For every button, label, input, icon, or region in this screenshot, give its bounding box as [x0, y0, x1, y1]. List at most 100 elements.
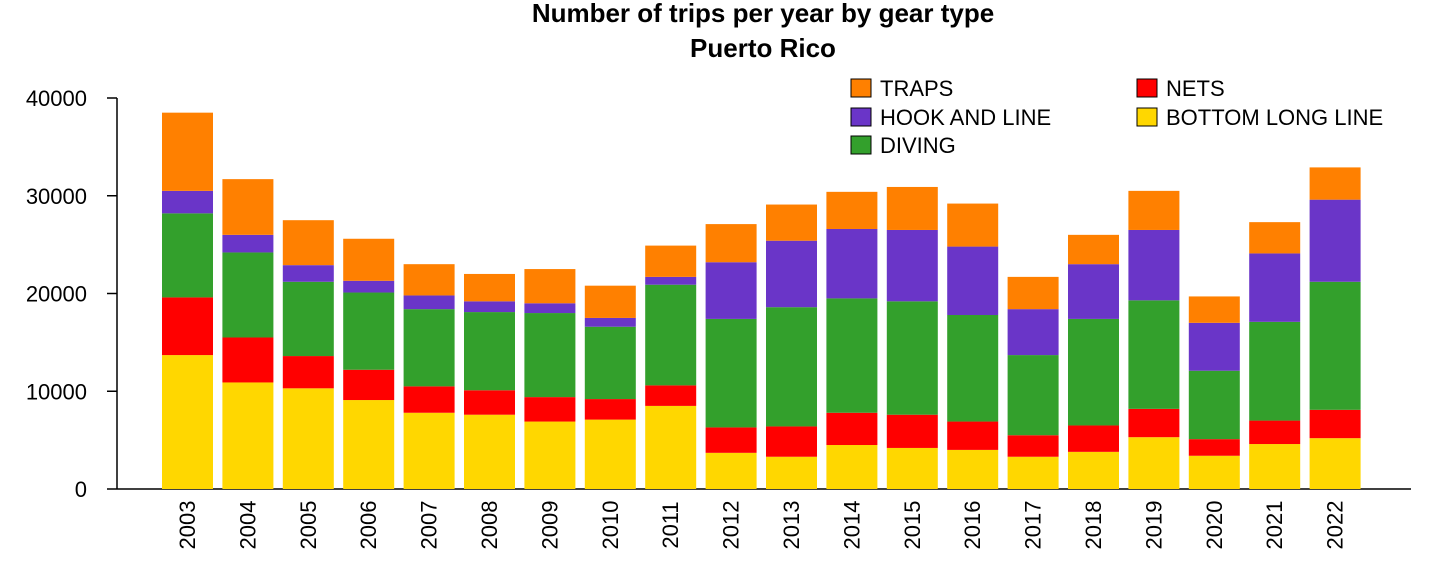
x-tick-label: 2013 [779, 501, 804, 550]
x-tick-label: 2019 [1141, 501, 1166, 550]
bar-stack-2006 [343, 238, 395, 489]
legend-swatch [1136, 107, 1158, 127]
bar-bottom-long-line-2016 [947, 449, 999, 489]
bar-diving-2019 [1128, 300, 1180, 409]
bar-diving-2014 [826, 298, 878, 413]
bar-bottom-long-line-2011 [645, 405, 697, 489]
x-tick-label: 2020 [1202, 501, 1227, 550]
bar-bottom-long-line-2013 [766, 456, 817, 489]
legend-item-diving: DIVING [850, 133, 956, 158]
bar-nets-2004 [222, 337, 274, 383]
chart-subtitle: Puerto Rico [690, 33, 836, 63]
bar-nets-2008 [464, 390, 515, 415]
bar-bottom-long-line-2012 [705, 452, 757, 489]
bar-hook-and-line-2008 [464, 301, 515, 313]
legend-label: NETS [1166, 76, 1225, 101]
legend-label: DIVING [880, 133, 956, 158]
bar-nets-2020 [1188, 439, 1240, 456]
x-tick-label: 2010 [598, 501, 623, 550]
bar-nets-2005 [282, 356, 334, 389]
legend-label: TRAPS [880, 76, 953, 101]
legend-item-bottom-long-line: BOTTOM LONG LINE [1136, 105, 1383, 130]
x-tick-label: 2016 [960, 501, 985, 550]
bar-traps-2020 [1188, 296, 1240, 323]
bar-traps-2016 [947, 203, 999, 247]
bar-diving-2009 [524, 313, 576, 398]
bar-bottom-long-line-2019 [1128, 437, 1180, 489]
bar-traps-2012 [705, 224, 757, 263]
legend-item-traps: TRAPS [850, 76, 953, 101]
bar-stack-2021 [1249, 222, 1301, 489]
bar-hook-and-line-2019 [1128, 229, 1180, 301]
bar-stack-2005 [282, 220, 334, 489]
bar-nets-2006 [343, 369, 395, 401]
bar-stack-2015 [886, 186, 938, 489]
bar-hook-and-line-2009 [524, 303, 576, 314]
bar-nets-2011 [645, 385, 697, 406]
bar-stack-2003 [162, 112, 213, 489]
bar-traps-2004 [222, 179, 274, 235]
bar-bottom-long-line-2005 [282, 388, 334, 489]
chart-title: Number of trips per year by gear type [532, 0, 994, 28]
bar-traps-2005 [282, 220, 334, 266]
bar-bottom-long-line-2010 [584, 419, 636, 489]
bar-traps-2011 [645, 245, 697, 277]
bar-bottom-long-line-2006 [343, 400, 395, 489]
x-tick-label: 2011 [658, 501, 683, 548]
bar-traps-2017 [1007, 276, 1059, 310]
bar-diving-2010 [584, 326, 636, 400]
bar-stack-2018 [1068, 234, 1119, 489]
bar-nets-2019 [1128, 408, 1180, 438]
x-tick-label: 2007 [417, 501, 442, 550]
bar-stack-2019 [1128, 190, 1180, 489]
x-tick-label: 2003 [175, 501, 200, 550]
bar-bottom-long-line-2014 [826, 445, 878, 489]
bar-traps-2006 [343, 238, 395, 281]
x-tick-label: 2022 [1323, 501, 1348, 550]
bar-bottom-long-line-2007 [403, 412, 455, 489]
bar-nets-2003 [162, 297, 213, 356]
bar-diving-2022 [1309, 281, 1361, 410]
bar-hook-and-line-2007 [403, 295, 455, 310]
x-tick-label: 2012 [719, 501, 744, 550]
bar-hook-and-line-2011 [645, 276, 697, 285]
x-tick-label: 2008 [477, 501, 502, 550]
bar-hook-and-line-2004 [222, 234, 274, 253]
x-tick-label: 2009 [537, 501, 562, 550]
bar-bottom-long-line-2018 [1068, 451, 1119, 489]
bar-diving-2018 [1068, 318, 1119, 426]
bar-bottom-long-line-2021 [1249, 444, 1301, 489]
bar-hook-and-line-2006 [343, 280, 395, 293]
bar-bottom-long-line-2008 [464, 414, 515, 489]
bar-nets-2007 [403, 386, 455, 413]
y-tick-label: 30000 [26, 184, 87, 209]
bar-hook-and-line-2017 [1007, 309, 1059, 356]
bar-traps-2021 [1249, 222, 1301, 254]
bar-hook-and-line-2003 [162, 190, 213, 214]
legend-swatch [850, 78, 872, 98]
x-tick-label: 2015 [900, 501, 925, 550]
bar-traps-2022 [1309, 167, 1361, 200]
bar-stack-2011 [645, 245, 697, 489]
bar-traps-2015 [886, 186, 938, 230]
y-tick-label: 20000 [26, 282, 87, 307]
x-axis: 2003 2004 2005 2006 2007 2008 2009 2010 2011 2012… [117, 488, 1411, 550]
bar-bottom-long-line-2009 [524, 421, 576, 489]
bar-traps-2007 [403, 264, 455, 296]
bar-diving-2015 [886, 301, 938, 415]
bar-diving-2012 [705, 318, 757, 428]
bar-stack-2010 [584, 285, 636, 489]
bar-nets-2018 [1068, 425, 1119, 452]
bar-diving-2007 [403, 309, 455, 387]
x-tick-label: 2004 [235, 501, 260, 550]
bar-hook-and-line-2022 [1309, 199, 1361, 282]
bar-bottom-long-line-2022 [1309, 438, 1361, 489]
bar-nets-2014 [826, 412, 878, 446]
legend-label: HOOK AND LINE [880, 105, 1051, 130]
bar-hook-and-line-2005 [282, 265, 334, 282]
bar-diving-2020 [1188, 370, 1240, 440]
bar-nets-2016 [947, 421, 999, 450]
bar-hook-and-line-2021 [1249, 253, 1301, 322]
bar-nets-2015 [886, 414, 938, 448]
